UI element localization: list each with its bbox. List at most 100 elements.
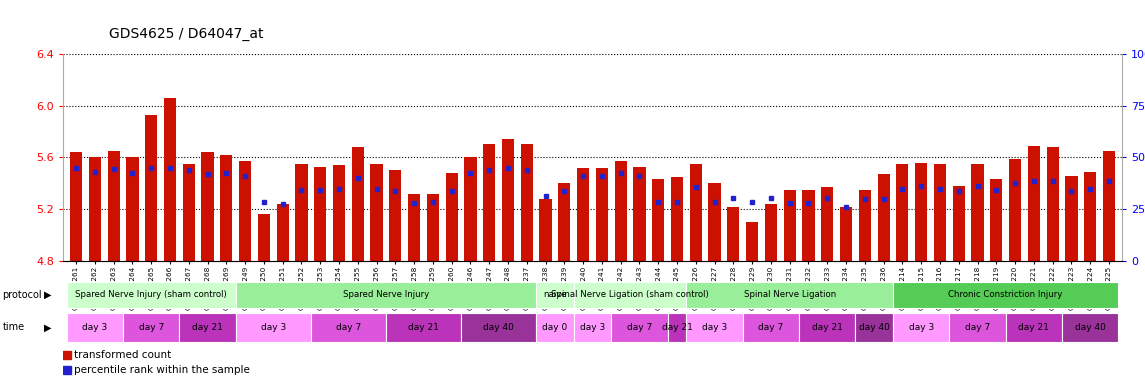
Bar (893, 313, 949, 342)
Bar (765, 204, 777, 261)
Text: GDS4625 / D64047_at: GDS4625 / D64047_at (109, 27, 263, 41)
Bar (577, 168, 590, 261)
Text: day 7: day 7 (139, 323, 164, 332)
Bar (183, 164, 195, 261)
Bar (1005, 313, 1063, 342)
Text: ▶: ▶ (44, 290, 52, 300)
Bar (389, 170, 402, 261)
Text: day 40: day 40 (859, 323, 890, 332)
Bar (445, 173, 458, 261)
Bar (1047, 147, 1059, 261)
Text: day 21: day 21 (192, 323, 223, 332)
Text: day 3: day 3 (908, 323, 934, 332)
Bar (727, 207, 740, 261)
Bar (574, 282, 687, 308)
Bar (953, 186, 965, 261)
Bar (671, 177, 684, 261)
Text: day 7: day 7 (965, 323, 990, 332)
Text: day 3: day 3 (702, 323, 727, 332)
Bar (990, 179, 1002, 261)
Bar (236, 282, 536, 308)
Bar (559, 183, 570, 261)
Bar (352, 147, 364, 261)
Bar (258, 214, 270, 261)
Bar (1063, 313, 1119, 342)
Bar (66, 282, 236, 308)
Text: Spared Nerve Injury: Spared Nerve Injury (342, 290, 429, 299)
Bar (747, 222, 758, 261)
Bar (1065, 175, 1077, 261)
Bar (536, 313, 574, 342)
Text: day 0: day 0 (543, 323, 568, 332)
Bar (461, 313, 536, 342)
Bar (202, 152, 214, 261)
Bar (743, 313, 799, 342)
Bar (123, 313, 180, 342)
Text: day 21: day 21 (662, 323, 693, 332)
Bar (521, 144, 532, 261)
Bar (1028, 146, 1040, 261)
Bar (821, 187, 834, 261)
Bar (897, 164, 908, 261)
Bar (239, 161, 251, 261)
Bar (539, 199, 552, 261)
Text: day 21: day 21 (1018, 323, 1049, 332)
Text: day 3: day 3 (82, 323, 108, 332)
Bar (668, 313, 687, 342)
Text: day 7: day 7 (626, 323, 653, 332)
Bar (1084, 172, 1096, 261)
Bar (70, 152, 82, 261)
Bar (295, 164, 308, 261)
Bar (689, 164, 702, 261)
Bar (89, 157, 101, 261)
Text: time: time (2, 322, 24, 333)
Bar (615, 161, 626, 261)
Bar (465, 157, 476, 261)
Bar (934, 164, 946, 261)
Bar (799, 313, 855, 342)
Text: Chronic Constriction Injury: Chronic Constriction Injury (948, 290, 1063, 299)
Text: transformed count: transformed count (74, 350, 172, 360)
Bar (333, 165, 345, 261)
Bar (314, 167, 326, 261)
Text: Spared Nerve Injury (sham control): Spared Nerve Injury (sham control) (76, 290, 227, 299)
Bar (783, 190, 796, 261)
Text: day 40: day 40 (483, 323, 514, 332)
Text: percentile rank within the sample: percentile rank within the sample (74, 365, 251, 375)
Text: day 21: day 21 (812, 323, 843, 332)
Text: day 40: day 40 (1075, 323, 1106, 332)
Text: day 3: day 3 (579, 323, 606, 332)
Bar (427, 194, 439, 261)
Bar (949, 313, 1005, 342)
Bar (483, 144, 496, 261)
Text: ▶: ▶ (44, 322, 52, 333)
Text: day 3: day 3 (261, 323, 286, 332)
Bar (220, 155, 232, 261)
Text: day 7: day 7 (335, 323, 361, 332)
Bar (310, 313, 386, 342)
Bar (855, 313, 893, 342)
Bar (536, 282, 574, 308)
Bar (803, 190, 814, 261)
Bar (277, 204, 289, 261)
Bar (386, 313, 461, 342)
Bar (611, 313, 668, 342)
Bar (971, 164, 984, 261)
Bar (709, 183, 720, 261)
Bar (371, 164, 382, 261)
Bar (859, 190, 871, 261)
Bar (180, 313, 236, 342)
Bar (893, 282, 1119, 308)
Bar (236, 313, 310, 342)
Text: Spinal Nerve Ligation (sham control): Spinal Nerve Ligation (sham control) (551, 290, 709, 299)
Bar (1103, 151, 1115, 261)
Text: naive: naive (543, 290, 567, 299)
Text: day 7: day 7 (758, 323, 783, 332)
Bar (633, 167, 646, 261)
Bar (145, 115, 157, 261)
Bar (1009, 159, 1021, 261)
Bar (840, 207, 852, 261)
Bar (66, 313, 123, 342)
Bar (126, 157, 139, 261)
Bar (408, 194, 420, 261)
